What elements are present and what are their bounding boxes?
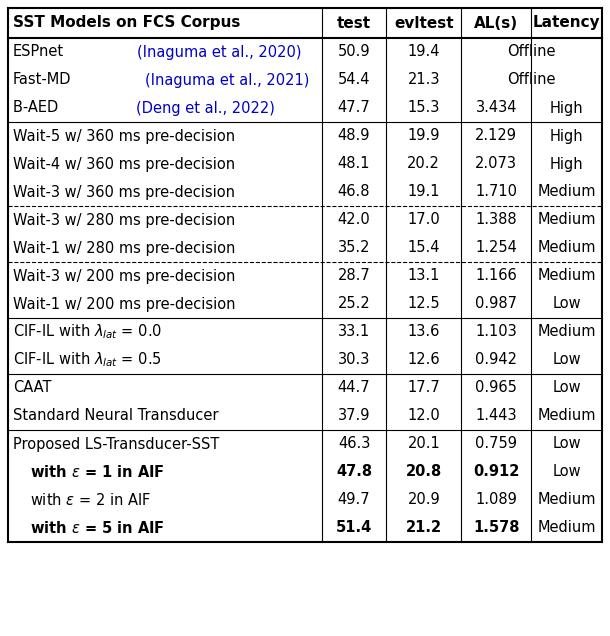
Text: 21.2: 21.2	[406, 520, 442, 536]
Text: 44.7: 44.7	[338, 380, 370, 396]
Text: 47.7: 47.7	[337, 100, 370, 116]
Text: High: High	[550, 100, 584, 116]
Text: 2.129: 2.129	[475, 128, 517, 144]
Text: 30.3: 30.3	[338, 352, 370, 368]
Text: 0.965: 0.965	[475, 380, 517, 396]
Text: High: High	[550, 128, 584, 144]
Text: AL(s): AL(s)	[474, 15, 518, 31]
Text: SST Models on FCS Corpus: SST Models on FCS Corpus	[13, 15, 240, 31]
Text: (Inaguma et al., 2021): (Inaguma et al., 2021)	[145, 73, 309, 88]
Text: 0.759: 0.759	[475, 436, 517, 452]
Text: CIF-IL with $\lambda_{lat}$ = 0.0: CIF-IL with $\lambda_{lat}$ = 0.0	[13, 322, 162, 342]
Text: 25.2: 25.2	[337, 296, 370, 312]
Text: 17.0: 17.0	[407, 212, 440, 228]
Text: with $\epsilon$ = 2 in AIF: with $\epsilon$ = 2 in AIF	[30, 492, 151, 508]
Text: 37.9: 37.9	[338, 408, 370, 424]
Text: Medium: Medium	[537, 324, 596, 340]
Text: 20.2: 20.2	[407, 156, 440, 172]
Text: 12.0: 12.0	[407, 408, 440, 424]
Text: 19.9: 19.9	[407, 128, 440, 144]
Text: Fast-MD: Fast-MD	[13, 73, 71, 88]
Text: 35.2: 35.2	[338, 240, 370, 256]
Text: CIF-IL with $\lambda_{lat}$ = 0.5: CIF-IL with $\lambda_{lat}$ = 0.5	[13, 350, 162, 370]
Text: 15.3: 15.3	[407, 100, 440, 116]
Text: 0.987: 0.987	[475, 296, 517, 312]
Text: High: High	[550, 156, 584, 172]
Text: 0.912: 0.912	[473, 464, 520, 480]
Text: 48.9: 48.9	[338, 128, 370, 144]
Text: 20.8: 20.8	[406, 464, 442, 480]
Text: Offline: Offline	[508, 45, 556, 60]
Text: Wait-3 w/ 360 ms pre-decision: Wait-3 w/ 360 ms pre-decision	[13, 184, 235, 200]
Text: 1.388: 1.388	[475, 212, 517, 228]
Text: 51.4: 51.4	[336, 520, 372, 536]
Text: (Deng et al., 2022): (Deng et al., 2022)	[136, 100, 275, 116]
Text: 20.1: 20.1	[407, 436, 440, 452]
Text: 1.254: 1.254	[475, 240, 517, 256]
Text: Medium: Medium	[537, 492, 596, 508]
Text: Proposed LS-Transducer-SST: Proposed LS-Transducer-SST	[13, 436, 220, 452]
Text: 15.4: 15.4	[407, 240, 440, 256]
Text: 20.9: 20.9	[407, 492, 440, 508]
Text: Low: Low	[552, 296, 581, 312]
Text: 1.089: 1.089	[475, 492, 517, 508]
Text: (Inaguma et al., 2020): (Inaguma et al., 2020)	[137, 45, 302, 60]
Text: Low: Low	[552, 464, 581, 480]
Text: CAAT: CAAT	[13, 380, 51, 396]
Text: 13.6: 13.6	[407, 324, 440, 340]
Text: Wait-1 w/ 200 ms pre-decision: Wait-1 w/ 200 ms pre-decision	[13, 296, 235, 312]
Text: 12.6: 12.6	[407, 352, 440, 368]
Text: evltest: evltest	[394, 15, 454, 31]
Text: Low: Low	[552, 436, 581, 452]
Text: Medium: Medium	[537, 240, 596, 256]
Text: Medium: Medium	[537, 268, 596, 284]
Text: 1.578: 1.578	[473, 520, 520, 536]
Text: Wait-1 w/ 280 ms pre-decision: Wait-1 w/ 280 ms pre-decision	[13, 240, 235, 256]
Text: 33.1: 33.1	[338, 324, 370, 340]
Text: Low: Low	[552, 380, 581, 396]
Text: with $\epsilon$ = 1 in AIF: with $\epsilon$ = 1 in AIF	[30, 464, 165, 480]
Text: Wait-3 w/ 200 ms pre-decision: Wait-3 w/ 200 ms pre-decision	[13, 268, 235, 284]
Text: with $\epsilon$ = 5 in AIF: with $\epsilon$ = 5 in AIF	[30, 520, 165, 536]
Text: 46.3: 46.3	[338, 436, 370, 452]
Text: Medium: Medium	[537, 520, 596, 536]
Text: 49.7: 49.7	[338, 492, 370, 508]
Text: 1.710: 1.710	[475, 184, 517, 200]
Text: 1.166: 1.166	[475, 268, 517, 284]
Text: 19.4: 19.4	[407, 45, 440, 60]
Text: 3.434: 3.434	[476, 100, 517, 116]
Text: B-AED: B-AED	[13, 100, 63, 116]
Text: 46.8: 46.8	[338, 184, 370, 200]
Text: Low: Low	[552, 352, 581, 368]
Text: Medium: Medium	[537, 184, 596, 200]
Text: test: test	[337, 15, 371, 31]
Text: ESPnet: ESPnet	[13, 45, 64, 60]
Text: 2.073: 2.073	[475, 156, 517, 172]
Text: 0.942: 0.942	[475, 352, 517, 368]
Text: 47.8: 47.8	[336, 464, 372, 480]
Text: 28.7: 28.7	[337, 268, 370, 284]
Text: Wait-4 w/ 360 ms pre-decision: Wait-4 w/ 360 ms pre-decision	[13, 156, 235, 172]
Text: 19.1: 19.1	[407, 184, 440, 200]
Text: Offline: Offline	[508, 73, 556, 88]
Text: 54.4: 54.4	[338, 73, 370, 88]
Text: Standard Neural Transducer: Standard Neural Transducer	[13, 408, 218, 424]
Text: 48.1: 48.1	[338, 156, 370, 172]
Text: 42.0: 42.0	[337, 212, 370, 228]
Text: 12.5: 12.5	[407, 296, 440, 312]
Text: Latency: Latency	[533, 15, 600, 31]
Text: Medium: Medium	[537, 212, 596, 228]
Text: 1.103: 1.103	[475, 324, 517, 340]
Text: Medium: Medium	[537, 408, 596, 424]
Text: 13.1: 13.1	[407, 268, 440, 284]
Text: 1.443: 1.443	[475, 408, 517, 424]
Text: 17.7: 17.7	[407, 380, 440, 396]
Text: 21.3: 21.3	[407, 73, 440, 88]
Text: Wait-5 w/ 360 ms pre-decision: Wait-5 w/ 360 ms pre-decision	[13, 128, 235, 144]
Text: 50.9: 50.9	[338, 45, 370, 60]
Text: Wait-3 w/ 280 ms pre-decision: Wait-3 w/ 280 ms pre-decision	[13, 212, 235, 228]
